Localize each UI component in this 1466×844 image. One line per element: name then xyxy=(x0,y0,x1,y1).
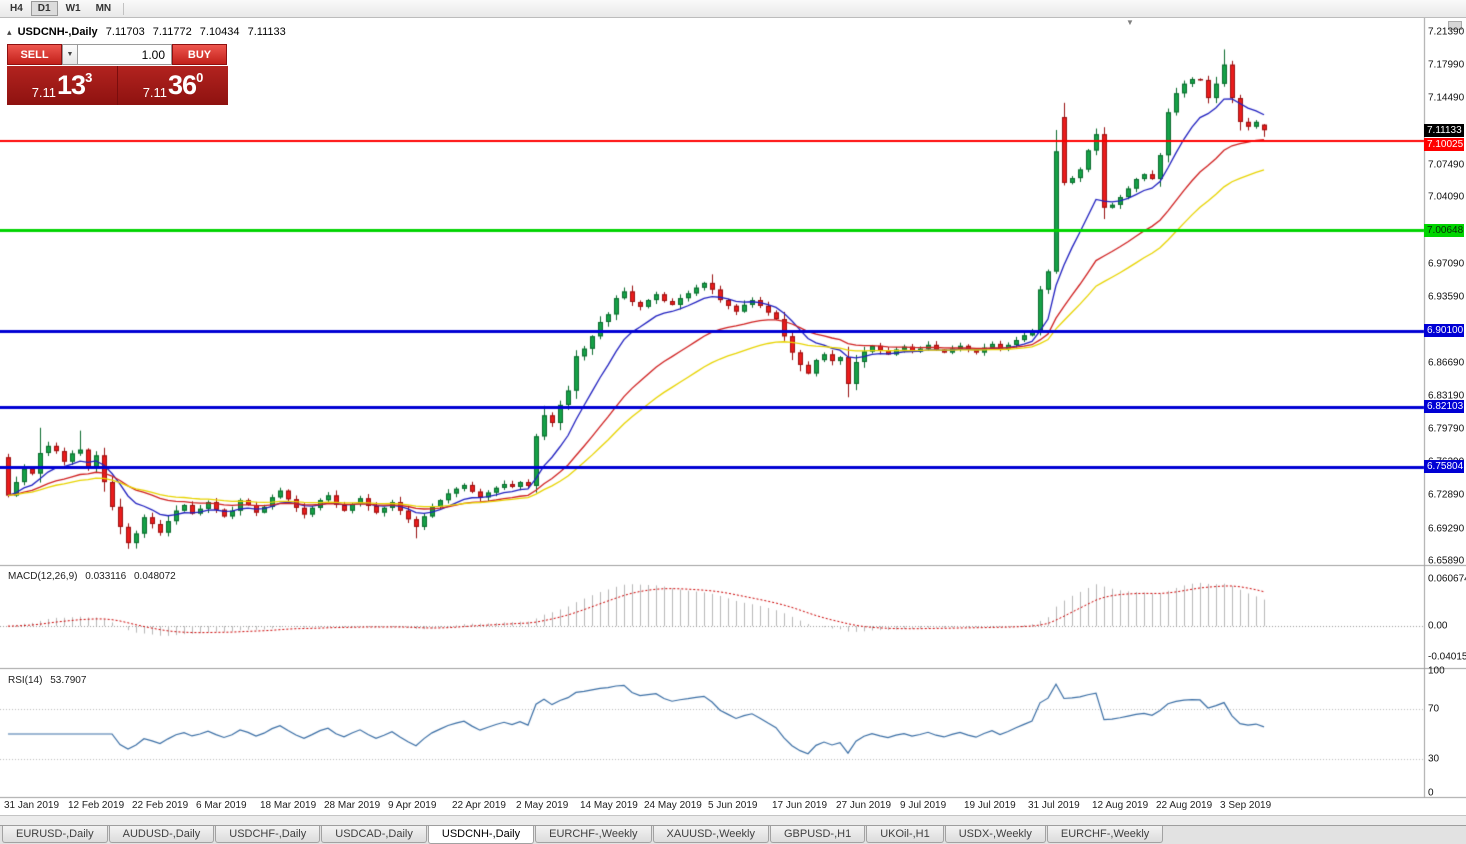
rsi-title: RSI(14) xyxy=(8,675,43,686)
date-axis-label: 22 Aug 2019 xyxy=(1156,800,1213,811)
timeframe-buttons: H4 D1 W1 MN xyxy=(3,1,119,16)
price-scale-label: 7.14490 xyxy=(1428,92,1465,104)
price-badge: 7.11133 xyxy=(1424,123,1464,137)
price-scale-label: 7.21390 xyxy=(1428,26,1465,38)
date-axis-label: 31 Jul 2019 xyxy=(1028,800,1080,811)
date-axis-label: 6 Mar 2019 xyxy=(196,800,247,811)
chart-tab[interactable]: XAUUSD-,Weekly xyxy=(652,826,769,843)
date-axis-label: 14 May 2019 xyxy=(580,800,638,811)
date-axis-label: 2 May 2019 xyxy=(516,800,569,811)
quote-line: ▴ USDCNH-,Daily 7.11703 7.11772 7.10434 … xyxy=(7,26,291,38)
date-axis-label: 3 Sep 2019 xyxy=(1220,800,1272,811)
timeframe-button-h4[interactable]: H4 xyxy=(3,1,30,16)
sell-button[interactable]: SELL xyxy=(7,44,62,65)
price-badge: 7.00648 xyxy=(1424,223,1464,237)
date-axis-label: 31 Jan 2019 xyxy=(4,800,60,811)
date-axis-label: 28 Mar 2019 xyxy=(324,800,381,811)
date-axis-label: 9 Apr 2019 xyxy=(388,800,437,811)
quote-open: 7.11703 xyxy=(105,26,145,38)
rsi-scale-label: 70 xyxy=(1428,703,1440,715)
chart-tab[interactable]: EURCHF-,Weekly xyxy=(535,826,652,843)
buy-price-figure: 7.11 xyxy=(142,85,168,100)
chart-tab[interactable]: USDCAD-,Daily xyxy=(321,826,427,843)
rsi-pane-label: RSI(14) 53.7907 xyxy=(8,675,91,686)
date-axis-label: 5 Jun 2019 xyxy=(708,800,758,811)
price-scale-label: 6.65890 xyxy=(1428,555,1465,567)
macd-main-value: 0.033116 xyxy=(85,571,127,582)
price-scale-label: 7.17990 xyxy=(1428,59,1465,71)
price-scale-label: 6.93590 xyxy=(1428,291,1465,303)
price-scale-label: 6.97090 xyxy=(1428,258,1465,270)
chart-tab[interactable]: UKOil-,H1 xyxy=(866,826,944,843)
buy-price-point: 0 xyxy=(196,70,204,85)
price-scale-label: 7.04090 xyxy=(1428,191,1465,203)
rsi-scale-label: 100 xyxy=(1428,665,1445,677)
one-click-trading-panel: SELL ▼ BUY 7.11 13 3 7.11 36 0 xyxy=(7,44,228,105)
price-scale-label: 7.07490 xyxy=(1428,159,1465,171)
date-axis-label: 22 Feb 2019 xyxy=(132,800,189,811)
price-scale-label: 6.83190 xyxy=(1428,390,1465,402)
rsi-value: 53.7907 xyxy=(50,675,87,686)
chart-tab[interactable]: USDX-,Weekly xyxy=(944,826,1046,843)
scale-corner-button[interactable] xyxy=(1448,21,1462,30)
buy-button[interactable]: BUY xyxy=(172,44,227,65)
sell-price-display[interactable]: 7.11 13 3 xyxy=(7,66,117,105)
chart-tabs-bar: EURUSD-,Daily AUDUSD-,Daily USDCHF-,Daily U… xyxy=(0,825,1466,844)
date-axis-label: 9 Jul 2019 xyxy=(900,800,947,811)
sell-price-point: 3 xyxy=(85,70,93,85)
chart-tab[interactable]: USDCHF-,Daily xyxy=(215,826,321,843)
buy-price-pips: 36 xyxy=(168,70,197,100)
date-axis-label: 22 Apr 2019 xyxy=(452,800,506,811)
timeframe-button-w1[interactable]: W1 xyxy=(59,1,88,16)
top-toolbar: H4 D1 W1 MN xyxy=(0,0,1466,18)
one-click-collapse-icon[interactable]: ▴ xyxy=(7,27,12,37)
chart-tab[interactable]: AUDUSD-,Daily xyxy=(108,826,215,843)
macd-signal-value: 0.048072 xyxy=(134,571,176,582)
price-chart-canvas[interactable] xyxy=(0,18,1466,815)
price-scale-label: 6.69290 xyxy=(1428,523,1465,535)
chart-tab[interactable]: GBPUSD-,H1 xyxy=(769,826,866,843)
timeframe-button-mn[interactable]: MN xyxy=(89,1,119,16)
rsi-scale-label: 30 xyxy=(1428,753,1440,765)
price-badge: 6.75804 xyxy=(1424,460,1464,474)
sell-price-pips: 13 xyxy=(57,70,86,100)
macd-title: MACD(12,26,9) xyxy=(8,571,78,582)
price-scale-label: 6.72890 xyxy=(1428,489,1465,501)
date-axis-label: 24 May 2019 xyxy=(644,800,702,811)
toolbar-separator xyxy=(123,2,125,15)
chart-tab[interactable]: USDCNH-,Daily xyxy=(427,826,535,844)
price-scale-label: 6.79790 xyxy=(1428,423,1465,435)
volume-input[interactable] xyxy=(78,44,172,65)
date-axis-label: 18 Mar 2019 xyxy=(260,800,317,811)
quote-low: 7.10434 xyxy=(199,26,240,38)
symbol-period-label: USDCNH-,Daily xyxy=(17,26,98,38)
timeframe-button-d1[interactable]: D1 xyxy=(30,1,58,16)
macd-scale-label: -0.040152 xyxy=(1428,651,1466,663)
macd-scale-label: 0.060674 xyxy=(1428,573,1466,585)
price-badge: 7.10025 xyxy=(1424,138,1464,152)
quote-high: 7.11772 xyxy=(152,26,192,38)
price-badge: 6.82103 xyxy=(1424,400,1464,414)
sell-price-figure: 7.11 xyxy=(31,85,57,100)
quote-close: 7.11133 xyxy=(247,26,286,38)
chart-shift-marker-icon[interactable]: ▼ xyxy=(1126,18,1134,27)
buy-price-display[interactable]: 7.11 36 0 xyxy=(118,66,228,105)
chart-tab[interactable]: EURUSD-,Daily xyxy=(2,826,108,843)
chart-tab[interactable]: EURCHF-,Weekly xyxy=(1046,826,1164,843)
chart-window: ▴ USDCNH-,Daily 7.11703 7.11772 7.10434 … xyxy=(0,18,1466,815)
rsi-scale-label: 0 xyxy=(1428,787,1434,799)
macd-scale-label: 0.00 xyxy=(1428,620,1448,632)
volume-dropdown-icon[interactable]: ▼ xyxy=(62,44,78,65)
price-badge: 6.90100 xyxy=(1424,324,1464,338)
date-axis-label: 17 Jun 2019 xyxy=(772,800,828,811)
bottom-strip xyxy=(0,815,1466,825)
date-axis-label: 19 Jul 2019 xyxy=(964,800,1016,811)
date-axis-label: 12 Aug 2019 xyxy=(1092,800,1149,811)
date-axis-label: 27 Jun 2019 xyxy=(836,800,892,811)
date-axis-label: 12 Feb 2019 xyxy=(68,800,125,811)
macd-pane-label: MACD(12,26,9) 0.033116 0.048072 xyxy=(8,571,181,582)
price-scale-label: 6.86690 xyxy=(1428,357,1465,369)
